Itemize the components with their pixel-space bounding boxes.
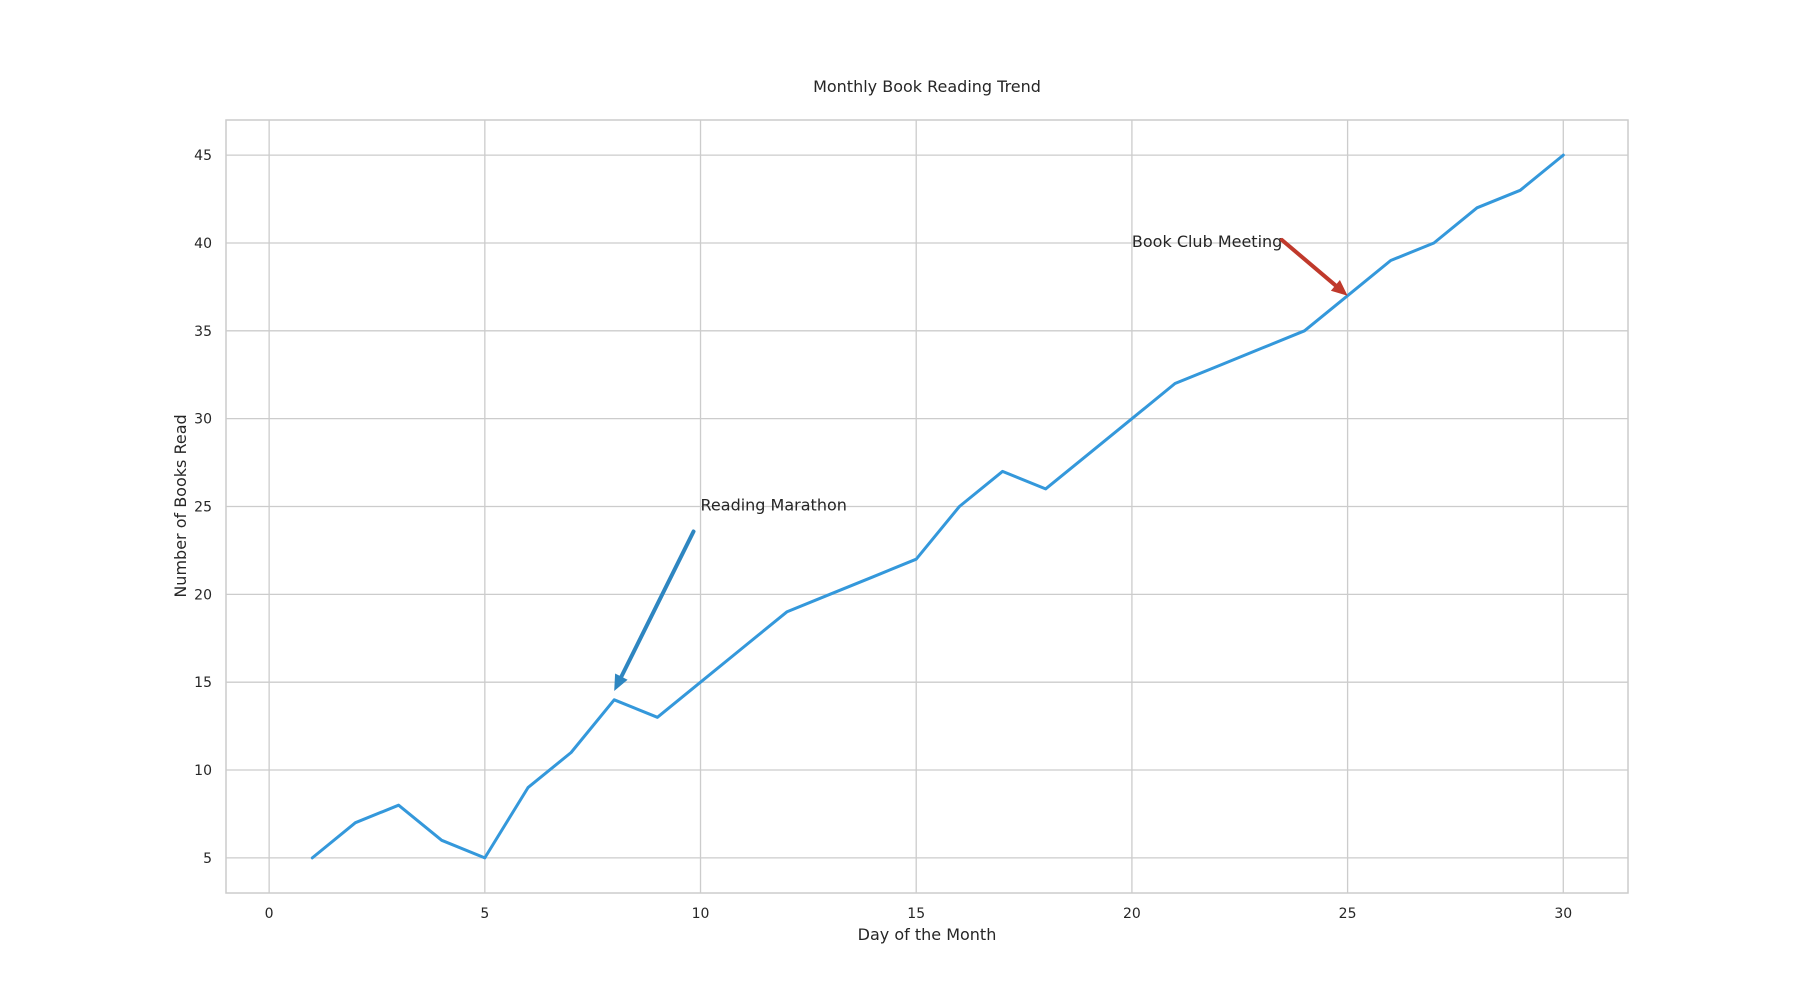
annotation-arrow-head xyxy=(614,673,628,691)
y-tick-label: 15 xyxy=(194,675,212,691)
annotation-arrow-shaft xyxy=(619,529,696,679)
annotation-arrow-shaft xyxy=(1279,237,1338,288)
y-tick-label: 45 xyxy=(194,148,212,164)
x-tick-label: 0 xyxy=(265,906,274,922)
annotations: Reading Marathon Book Club Meeting xyxy=(614,232,1348,691)
chart-title: Monthly Book Reading Trend xyxy=(813,77,1041,96)
y-axis-label: Number of Books Read xyxy=(171,414,190,597)
y-tick-label: 35 xyxy=(194,324,212,340)
annotation: Book Club Meeting xyxy=(1132,232,1348,296)
x-axis-label: Day of the Month xyxy=(858,925,997,944)
annotation-label: Book Club Meeting xyxy=(1132,232,1282,251)
y-tick-label: 30 xyxy=(194,412,212,428)
y-tick-labels: 5 10 15 20 25 30 35 40 45 xyxy=(194,148,212,867)
series-line xyxy=(310,153,1565,860)
x-tick-label: 20 xyxy=(1123,906,1141,922)
y-tick-label: 20 xyxy=(194,587,212,603)
grid-lines xyxy=(226,120,1628,893)
y-tick-label: 5 xyxy=(203,851,212,867)
x-tick-label: 10 xyxy=(692,906,710,922)
y-tick-label: 40 xyxy=(194,236,212,252)
y-tick-label: 25 xyxy=(194,500,212,516)
annotation: Reading Marathon xyxy=(614,496,847,691)
x-tick-label: 15 xyxy=(907,906,925,922)
annotation-label: Reading Marathon xyxy=(701,496,847,515)
x-tick-label: 25 xyxy=(1339,906,1357,922)
x-tick-label: 30 xyxy=(1554,906,1572,922)
x-tick-label: 5 xyxy=(480,906,489,922)
x-tick-labels: 0 5 10 15 20 25 30 xyxy=(265,906,1573,922)
annotation-arrow-head xyxy=(1330,280,1348,296)
y-tick-label: 10 xyxy=(194,763,212,779)
